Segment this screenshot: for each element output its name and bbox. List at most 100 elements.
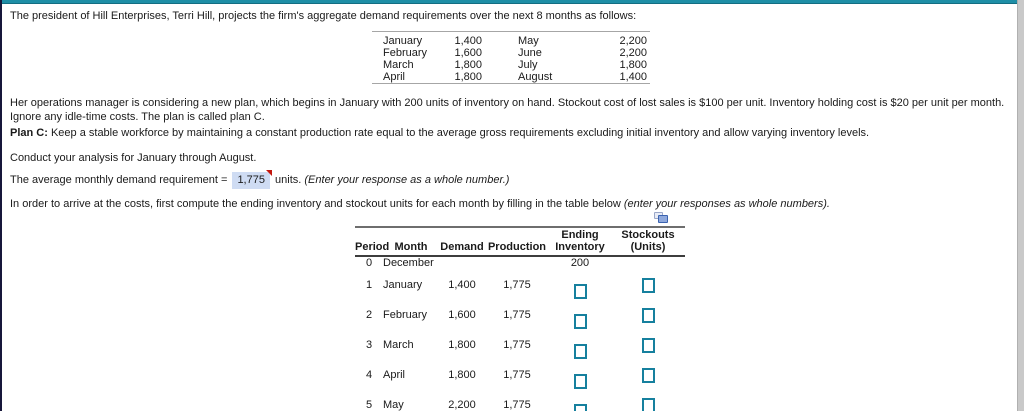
top-accent-bar: [0, 0, 1017, 4]
demand-table-row: March 1,800 July 1,800: [372, 59, 650, 71]
demand-value: 1,400: [619, 71, 647, 83]
demand-table-body: January 1,400 May 2,200 February 1,600 J…: [372, 32, 650, 84]
cell-demand: 1,800: [448, 338, 476, 351]
cell-production: 1,775: [503, 278, 531, 291]
average-demand-prefix: The average monthly demand requirement =: [10, 174, 228, 186]
average-demand-line: The average monthly demand requirement =…: [10, 170, 1012, 189]
cell-month: December: [383, 257, 434, 269]
worksheet-row: 5 May 2,200 1,775: [355, 390, 685, 411]
worksheet-header-row: Period Month Demand Production Ending In…: [355, 227, 685, 257]
cell-ending-inventory: [549, 270, 611, 300]
cell-demand: [439, 256, 485, 270]
table-instruction: In order to arrive at the costs, first c…: [10, 197, 1012, 211]
ending-inventory-input[interactable]: [573, 314, 587, 329]
average-demand-note: (Enter your response as a whole number.): [304, 174, 510, 186]
demand-value: 1,400: [454, 35, 482, 47]
demand-month: January: [383, 35, 423, 47]
plan-paragraph: Plan C: Keep a stable workforce by maint…: [10, 126, 1012, 140]
cell-month: March: [383, 338, 414, 351]
demand-value: 1,800: [454, 71, 482, 83]
header-month: Month: [383, 227, 439, 257]
ending-inventory-input[interactable]: [573, 344, 587, 359]
demand-table: January 1,400 May 2,200 February 1,600 J…: [372, 31, 650, 84]
cell-period: 0: [365, 257, 373, 269]
intro-paragraph: The president of Hill Enterprises, Terri…: [10, 10, 637, 22]
worksheet-body: 0 December 200 1 January 1,400: [355, 256, 685, 411]
cell-month: May: [383, 398, 404, 411]
cell-period: 4: [365, 368, 373, 381]
demand-month: June: [518, 47, 542, 59]
cell-production: 1,775: [503, 338, 531, 351]
cell-demand: 1,600: [448, 308, 476, 321]
header-production: Production: [485, 227, 549, 257]
cell-ending-inventory: [549, 300, 611, 330]
scenario-paragraph: Her operations manager is considering a …: [10, 97, 1005, 123]
stockouts-input[interactable]: [641, 367, 655, 383]
ending-inventory-input[interactable]: [573, 284, 587, 299]
cell-stockouts: [611, 360, 685, 390]
cell-month: February: [383, 308, 428, 321]
cell-stockouts: [611, 256, 685, 270]
table-instruction-text: In order to arrive at the costs, first c…: [10, 198, 624, 210]
ending-inventory-input[interactable]: [573, 404, 587, 411]
stockouts-input[interactable]: [641, 277, 655, 293]
ending-inventory-value: 200: [570, 257, 590, 269]
ending-inventory-input[interactable]: [573, 374, 587, 389]
demand-value: 1,800: [454, 59, 482, 71]
cell-ending-inventory: 200: [549, 256, 611, 270]
demand-table-row: January 1,400 May 2,200: [372, 32, 650, 48]
cell-ending-inventory: [549, 330, 611, 360]
cell-stockouts: [611, 300, 685, 330]
header-stockouts: Stockouts (Units): [611, 227, 685, 257]
worksheet-row: 1 January 1,400 1,775: [355, 270, 685, 300]
worksheet-row: 3 March 1,800 1,775: [355, 330, 685, 360]
demand-value: 2,200: [619, 35, 647, 47]
header-ending-inventory: Ending Inventory: [549, 227, 611, 257]
stockouts-input[interactable]: [641, 397, 655, 411]
cell-production: 1,775: [503, 368, 531, 381]
conduct-paragraph: Conduct your analysis for January throug…: [10, 152, 257, 164]
worksheet-row: 2 February 1,600 1,775: [355, 300, 685, 330]
demand-month: March: [383, 59, 414, 71]
demand-month: April: [383, 71, 406, 83]
stockouts-input[interactable]: [641, 307, 655, 323]
cell-production: [485, 256, 549, 270]
cell-period: 2: [365, 308, 373, 321]
popup-table-icon-front: [658, 215, 668, 223]
demand-table-row: February 1,600 June 2,200: [372, 47, 650, 59]
plan-text: Keep a stable workforce by maintaining a…: [47, 127, 870, 139]
table-instruction-note: (enter your responses as whole numbers).: [623, 198, 830, 210]
cell-stockouts: [611, 270, 685, 300]
cell-production: 1,775: [503, 308, 531, 321]
demand-value: 2,200: [619, 47, 647, 59]
cell-ending-inventory: [549, 360, 611, 390]
average-demand-suffix: units.: [275, 174, 302, 186]
demand-month: July: [518, 59, 538, 71]
popup-table-icon[interactable]: [654, 212, 669, 224]
cell-demand: 2,200: [448, 398, 476, 411]
cell-stockouts: [611, 330, 685, 360]
cell-production: 1,775: [503, 398, 531, 411]
cell-month: April: [383, 368, 406, 381]
stockouts-input[interactable]: [641, 337, 655, 353]
cell-demand: 1,800: [448, 368, 476, 381]
demand-table-row: April 1,800 August 1,400: [372, 71, 650, 84]
scrollbar-track[interactable]: [1017, 0, 1024, 411]
cell-ending-inventory: [549, 390, 611, 411]
cell-demand: 1,400: [448, 278, 476, 291]
worksheet-row: 0 December 200: [355, 256, 685, 270]
left-edge-bar: [0, 0, 2, 411]
cell-stockouts: [611, 390, 685, 411]
worksheet-header: Period Month Demand Production Ending In…: [355, 227, 685, 257]
plan-label: Plan C:: [10, 127, 48, 139]
demand-month: May: [518, 35, 539, 47]
worksheet-table: Period Month Demand Production Ending In…: [355, 226, 685, 411]
header-demand: Demand: [439, 227, 485, 257]
demand-month: August: [518, 71, 553, 83]
average-demand-answer-box[interactable]: 1,775: [232, 170, 272, 189]
demand-value: 1,600: [454, 47, 482, 59]
demand-month: February: [383, 47, 428, 59]
cell-period: 5: [365, 398, 373, 411]
cell-period: 1: [365, 278, 373, 291]
